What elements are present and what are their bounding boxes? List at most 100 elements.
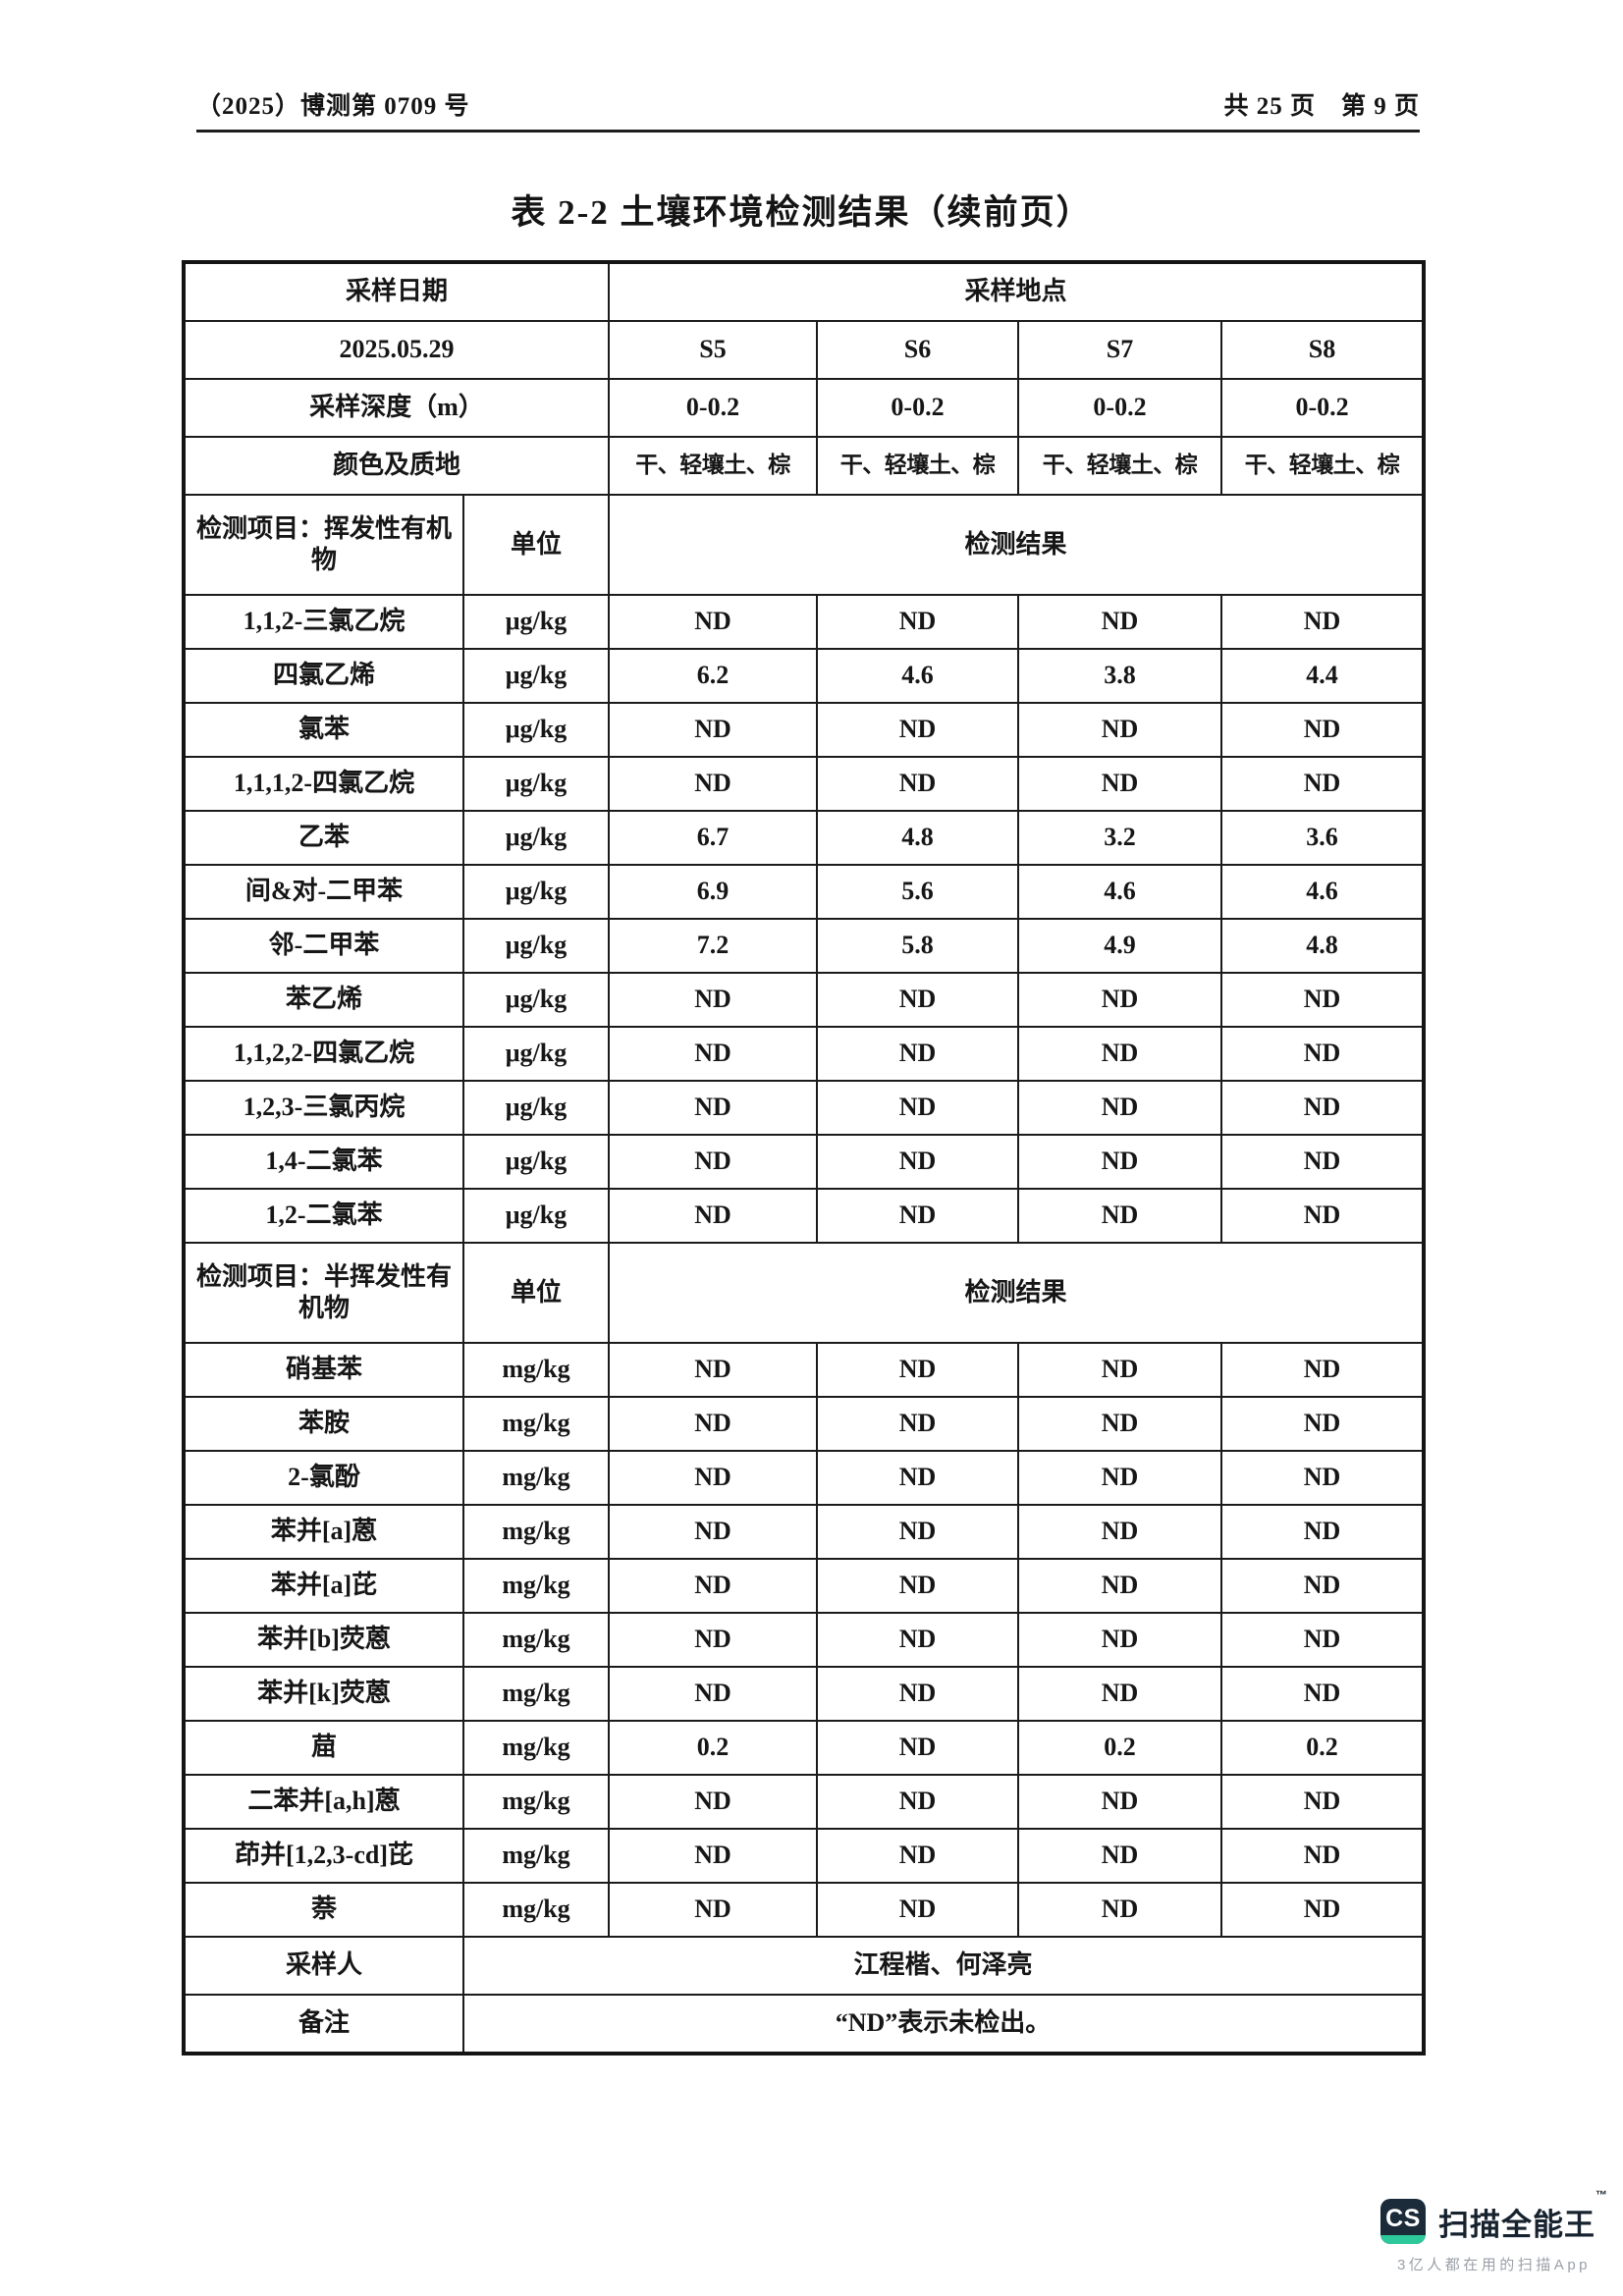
cell-analyte-name: 乙苯: [183, 810, 464, 866]
cell-analyte-name: 茚并[1,2,3-cd]芘: [183, 1828, 464, 1884]
cell-value: ND: [1220, 972, 1426, 1028]
cell-analyte-name: 1,1,2,2-四氯乙烷: [183, 1026, 464, 1082]
logo-teal-bar: [1380, 2235, 1426, 2244]
row-analyte: 苯并[a]蒽 mg/kg ND ND ND ND: [183, 1504, 1426, 1560]
row-analyte: 邻-二甲苯 μg/kg 7.2 5.8 4.9 4.8: [183, 918, 1426, 974]
cell-value: ND: [816, 1612, 1020, 1668]
brand-tagline: 3亿人都在用的扫描App: [1396, 2257, 1592, 2273]
cell-remark: “ND”表示未检出。: [461, 1994, 1426, 2055]
cell-value: ND: [1017, 1396, 1223, 1452]
cell-analyte-name: 1,1,2-三氯乙烷: [183, 594, 464, 650]
cell-unit: mg/kg: [461, 1828, 611, 1884]
cell-value: ND: [816, 1450, 1020, 1506]
cell-value: ND: [608, 594, 819, 650]
cell-unit: μg/kg: [461, 1134, 611, 1190]
row-analyte: 苯乙烯 μg/kg ND ND ND ND: [183, 972, 1426, 1028]
cell-color: 干、轻壤土、棕: [608, 436, 819, 496]
cell-value: ND: [608, 1080, 819, 1136]
cell-value: ND: [1220, 1188, 1426, 1244]
cell-value: ND: [1017, 1188, 1223, 1244]
row-analyte: 萘 mg/kg ND ND ND ND: [183, 1882, 1426, 1938]
cell-analyte-name: 二苯并[a,h]蒽: [183, 1774, 464, 1830]
cell-value: ND: [816, 1720, 1020, 1776]
cell-depth-label: 采样深度（m）: [182, 378, 611, 438]
cell-value: ND: [816, 1342, 1020, 1398]
cell-analyte-name: 苯并[k]荧蒽: [183, 1666, 464, 1722]
cell-value: ND: [608, 972, 819, 1028]
cell-value: 6.7: [608, 810, 819, 866]
row-sites: 2025.05.29 S5 S6 S7 S8: [182, 320, 1426, 380]
cell-value: 3.2: [1017, 810, 1223, 866]
row-section-voc-header: 检测项目：挥发性有机物 单位 检测结果: [183, 494, 1426, 596]
cell-site: S7: [1017, 320, 1223, 380]
cell-value: ND: [608, 1882, 819, 1938]
cell-unit: mg/kg: [461, 1504, 611, 1560]
cell-analyte-name: 苯乙烯: [183, 972, 464, 1028]
cell-value: ND: [816, 1080, 1020, 1136]
cell-value: ND: [1017, 1612, 1223, 1668]
cell-value: ND: [1017, 972, 1223, 1028]
cell-value: ND: [608, 1504, 819, 1560]
cell-unit: μg/kg: [461, 702, 611, 758]
row-analyte: 苯并[a]芘 mg/kg ND ND ND ND: [183, 1558, 1426, 1614]
cell-unit: μg/kg: [461, 1026, 611, 1082]
cell-value: ND: [1017, 1774, 1223, 1830]
row-analyte: 氯苯 μg/kg ND ND ND ND: [183, 702, 1426, 758]
cell-value: 4.6: [1017, 864, 1223, 920]
cell-value: ND: [608, 1612, 819, 1668]
cell-result-label: 检测结果: [608, 494, 1426, 596]
cell-analyte-name: 硝基苯: [183, 1342, 464, 1398]
cell-value: ND: [816, 1774, 1020, 1830]
report-number: （2025）博测第 0709 号: [196, 93, 470, 120]
cell-analyte-name: 苯胺: [183, 1396, 464, 1452]
cell-depth: 0-0.2: [608, 378, 819, 438]
cell-depth: 0-0.2: [1017, 378, 1223, 438]
cs-logo-text: CS: [1385, 2204, 1421, 2232]
cell-analyte-name: 间&对-二甲苯: [183, 864, 464, 920]
camscanner-logo-icon: CS: [1380, 2199, 1426, 2244]
cell-value: ND: [1220, 1882, 1426, 1938]
cell-value: ND: [1017, 1134, 1223, 1190]
cell-value: ND: [1017, 594, 1223, 650]
cell-value: ND: [1220, 1828, 1426, 1884]
row-sample-date: 采样日期 采样地点: [182, 261, 1426, 322]
cell-value: ND: [1017, 1026, 1223, 1082]
cell-value: ND: [816, 1504, 1020, 1560]
cell-analyte-name: 1,2-二氯苯: [183, 1188, 464, 1244]
cell-color-label: 颜色及质地: [182, 436, 611, 496]
cell-value: ND: [816, 702, 1020, 758]
cell-section-item-label: 检测项目：半挥发性有机物: [183, 1242, 464, 1344]
cell-value: ND: [1017, 1450, 1223, 1506]
row-analyte: 苯并[b]荧蒽 mg/kg ND ND ND ND: [183, 1612, 1426, 1668]
cell-value: 0.2: [608, 1720, 819, 1776]
cell-value: ND: [1220, 1450, 1426, 1506]
trademark-symbol: ™: [1596, 2187, 1607, 2202]
cell-unit: μg/kg: [461, 648, 611, 704]
cell-value: ND: [1220, 1666, 1426, 1722]
cell-value: ND: [816, 1882, 1020, 1938]
cell-sampler-label: 采样人: [183, 1936, 464, 1996]
cell-result-label: 检测结果: [608, 1242, 1426, 1344]
cell-value: ND: [816, 1134, 1020, 1190]
row-analyte: 硝基苯 mg/kg ND ND ND ND: [183, 1342, 1426, 1398]
cell-unit: mg/kg: [461, 1774, 611, 1830]
cell-value: ND: [608, 1774, 819, 1830]
cell-site: S6: [816, 320, 1020, 380]
soil-results-table: 采样日期 采样地点 2025.05.29 S5 S6 S7 S8 采样深度（m）…: [182, 260, 1427, 2056]
cell-analyte-name: 四氯乙烯: [183, 648, 464, 704]
cell-value: ND: [1220, 1774, 1426, 1830]
cell-value: ND: [816, 1666, 1020, 1722]
row-analyte: 苯胺 mg/kg ND ND ND ND: [183, 1396, 1426, 1452]
cell-value: ND: [1220, 1080, 1426, 1136]
cell-analyte-name: 1,1,1,2-四氯乙烷: [183, 756, 464, 812]
cell-value: ND: [1017, 756, 1223, 812]
cell-sample-site-label: 采样地点: [608, 261, 1426, 322]
cell-unit: μg/kg: [461, 1188, 611, 1244]
cell-unit: μg/kg: [461, 972, 611, 1028]
cell-value: 6.2: [608, 648, 819, 704]
cell-section-item-label: 检测项目：挥发性有机物: [183, 494, 464, 596]
cell-value: 5.6: [816, 864, 1020, 920]
row-analyte: 间&对-二甲苯 μg/kg 6.9 5.6 4.6 4.6: [183, 864, 1426, 920]
cell-value: ND: [608, 1828, 819, 1884]
